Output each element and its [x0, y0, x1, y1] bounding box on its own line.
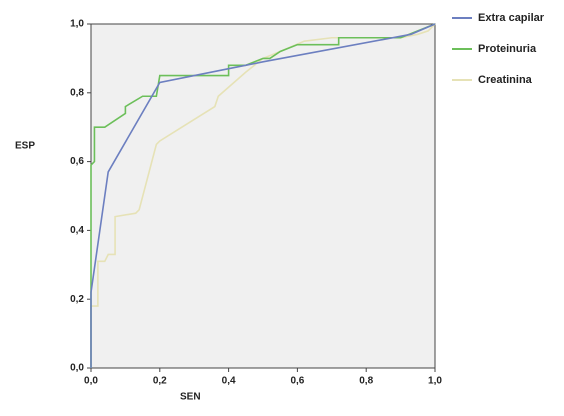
plot-area [90, 23, 436, 369]
legend-label: Extra capilar [478, 12, 545, 24]
y-tick-label: 1,0 [70, 19, 84, 30]
legend-label: Proteinuria [478, 43, 537, 55]
x-tick-label: 0,4 [222, 376, 236, 387]
x-tick-label: 0,0 [84, 376, 98, 387]
x-tick-label: 0,8 [359, 376, 373, 387]
y-tick-label: 0,2 [70, 294, 84, 305]
y-tick-label: 0,8 [70, 87, 84, 98]
y-axis-label: ESP [15, 141, 35, 152]
y-tick-label: 0,4 [70, 225, 84, 236]
legend-label: Creatinina [478, 74, 533, 86]
y-tick-label: 0,6 [70, 156, 84, 167]
roc-line [90, 23, 436, 368]
x-tick-label: 0,6 [290, 376, 304, 387]
x-tick-label: 0,2 [153, 376, 167, 387]
y-tick-label: 0,0 [70, 363, 84, 374]
x-tick-label: 1,0 [428, 376, 442, 387]
roc-line [90, 23, 436, 368]
x-axis-label: SEN [180, 392, 201, 403]
